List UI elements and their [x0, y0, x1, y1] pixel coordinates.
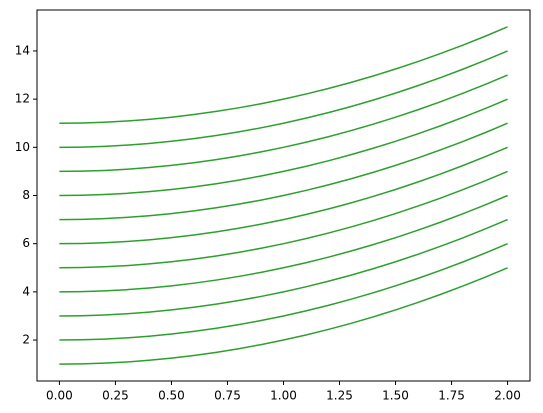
x-tick-label: 1.00: [270, 389, 297, 403]
line-series: [59, 122, 508, 221]
line-series: [59, 242, 508, 341]
x-tick-label: 1.50: [382, 389, 409, 403]
y-tick-label: 14: [15, 43, 30, 57]
line-series: [59, 267, 508, 365]
line-series: [59, 26, 508, 124]
y-tick-label: 12: [15, 92, 30, 106]
line-series: [59, 146, 508, 245]
x-tick-label: 1.25: [326, 389, 353, 403]
x-tick-label: 1.75: [438, 389, 465, 403]
line-series: [59, 74, 508, 173]
line-series: [59, 170, 508, 269]
x-tick-label: 0.25: [102, 389, 129, 403]
y-tick-label: 8: [22, 188, 30, 202]
y-tick-label: 2: [22, 333, 30, 347]
x-tick-label: 0.75: [214, 389, 241, 403]
y-tick-label: 4: [22, 284, 30, 298]
x-tick-label: 2.00: [494, 389, 521, 403]
line-series: [59, 98, 508, 197]
line-series: [59, 194, 508, 293]
x-tick-label: 0.00: [46, 389, 73, 403]
y-tick-label: 6: [22, 236, 30, 250]
line-series: [59, 50, 508, 149]
line-series: [59, 218, 508, 317]
x-tick-label: 0.50: [158, 389, 185, 403]
y-tick-label: 10: [15, 140, 30, 154]
